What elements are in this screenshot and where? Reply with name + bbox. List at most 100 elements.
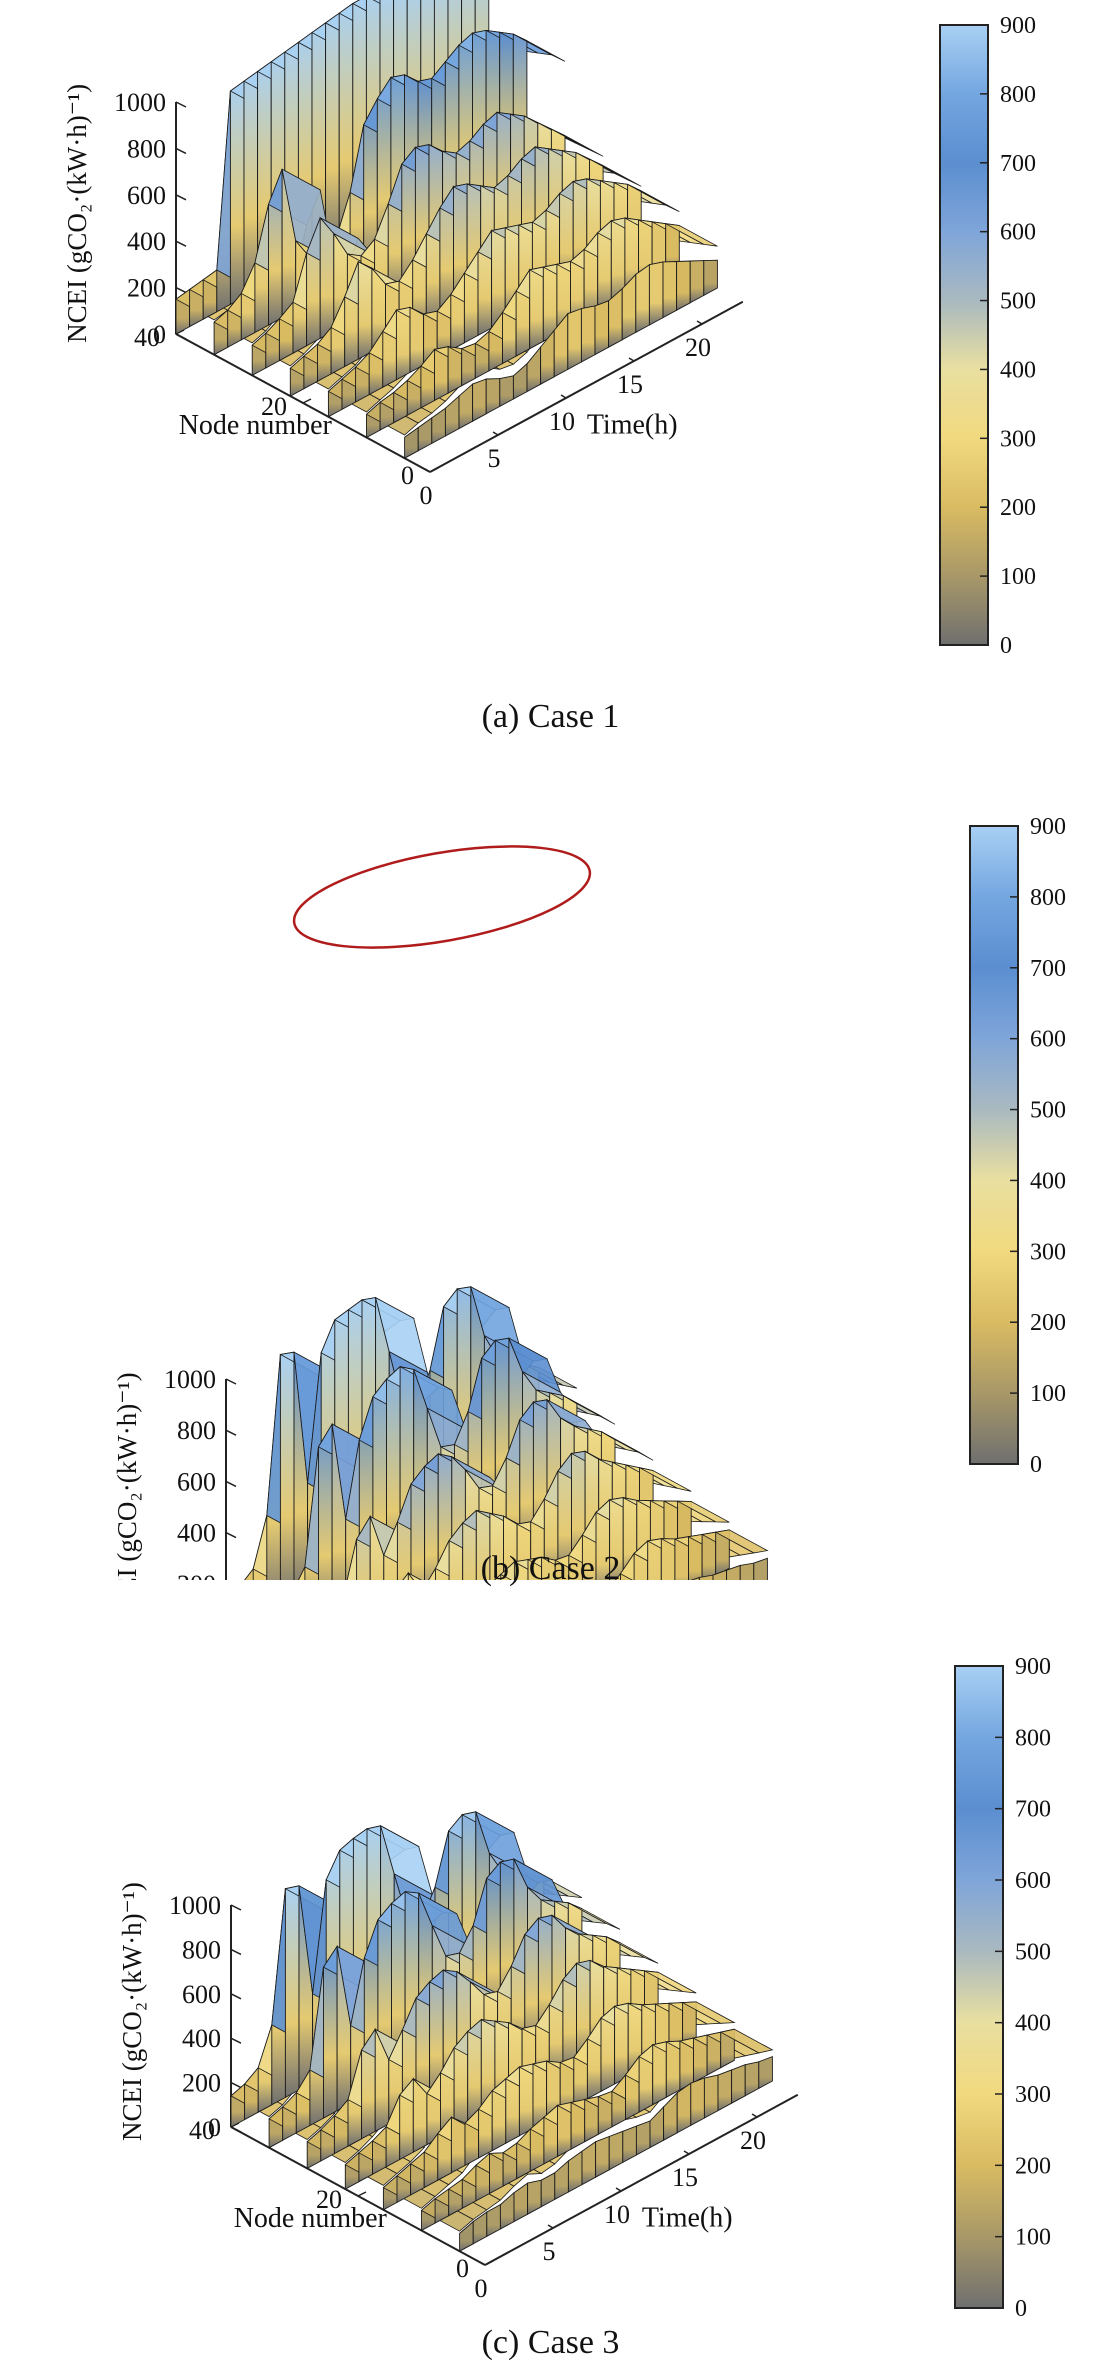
surface-cap xyxy=(551,128,604,157)
caption-a: (a) Case 1 xyxy=(481,698,620,735)
surface-facet xyxy=(608,2130,624,2171)
surface-strip-node-34 xyxy=(268,1858,621,2149)
surface-facet xyxy=(357,260,373,360)
z-tick xyxy=(175,286,187,294)
surface-facet xyxy=(431,407,446,445)
surface-facet xyxy=(540,2172,556,2208)
z-tick-label: 400 xyxy=(177,1519,216,1548)
x-axis-label: Time(h) xyxy=(642,2203,733,2234)
z-tick-label: 400 xyxy=(182,2024,221,2053)
colorbar-bar xyxy=(954,1665,1004,2309)
surface-strip-node-16 xyxy=(494,1497,730,1580)
y-tick-label: 0 xyxy=(401,461,414,490)
surface-facet xyxy=(726,1564,741,1580)
x-tick-label: 15 xyxy=(617,370,643,399)
x-tick xyxy=(560,394,567,399)
surface-facet xyxy=(662,261,678,319)
surface-strip-node-4 xyxy=(690,1557,768,1580)
z-tick-label: 600 xyxy=(127,181,166,210)
x-tick xyxy=(683,2150,690,2155)
surface-facet xyxy=(458,383,474,430)
surface-facet xyxy=(698,1574,714,1580)
y-axis-label: Node number xyxy=(234,2203,388,2234)
surface-facet xyxy=(526,345,542,393)
x-tick-label: 5 xyxy=(543,2237,556,2266)
surface-facet xyxy=(417,417,433,452)
x-axis-line xyxy=(429,300,744,473)
surface-c xyxy=(230,1810,774,2252)
colorbar-tick-label: 400 xyxy=(1030,1168,1066,1194)
z-tick-label: 800 xyxy=(127,134,166,163)
colorbar-tick-label: 300 xyxy=(1000,426,1036,452)
colorbar-tick-label: 0 xyxy=(1030,1452,1042,1478)
surface-cap xyxy=(719,2028,774,2054)
colorbar-tick-label: 900 xyxy=(1030,814,1066,840)
surface-facet xyxy=(409,306,425,374)
surface-facet xyxy=(731,2064,746,2104)
colorbar-tick-label: 200 xyxy=(1015,2153,1051,2179)
x-tick-label: 10 xyxy=(549,407,575,436)
z-tick xyxy=(230,2126,242,2133)
surface-cap xyxy=(714,1529,769,1554)
z-tick xyxy=(230,1948,242,1956)
surface-facet xyxy=(395,306,411,381)
z-tick-label: 800 xyxy=(177,1416,216,1445)
surface-facet xyxy=(580,305,596,363)
surface-facet xyxy=(447,346,463,394)
surface-facet xyxy=(635,263,650,334)
colorbar-tick-label: 800 xyxy=(1000,82,1036,108)
surface-facet xyxy=(485,378,501,415)
surface-facet xyxy=(554,2159,569,2201)
surface-facet xyxy=(703,259,718,297)
surface-cap xyxy=(601,1431,654,1461)
x-tick-label: 15 xyxy=(672,2163,698,2192)
colorbar-tick-label: 500 xyxy=(1000,289,1036,315)
surface-cap xyxy=(589,158,642,187)
colorbar-tick-label: 400 xyxy=(1000,357,1036,383)
z-tick-label: 600 xyxy=(182,1980,221,2009)
surface-strip-node-16 xyxy=(382,2001,736,2211)
surface-facet xyxy=(739,1562,755,1580)
colorbar-tick-label: 700 xyxy=(1015,1797,1051,1823)
surface-cap xyxy=(568,1902,621,1930)
colorbar-tick-label: 500 xyxy=(1030,1098,1066,1124)
z-tick xyxy=(175,147,187,155)
colorbar-tick-label: 0 xyxy=(1015,2296,1027,2322)
chart-panel-b: 020040060080010000510152002040Time(h)Nod… xyxy=(0,780,1101,1620)
surface-facet xyxy=(499,375,514,408)
colorbar-tick-label: 100 xyxy=(1030,1381,1066,1407)
z-tick-label: 0 xyxy=(208,2113,221,2142)
y-tick xyxy=(357,2191,367,2197)
colorbar-tick-label: 900 xyxy=(1000,13,1036,39)
chart-b: 020040060080010000510152002040Time(h)Nod… xyxy=(112,814,1066,1580)
z-tick-label: 200 xyxy=(182,2069,221,2098)
surface-facet xyxy=(622,2125,637,2164)
x-tick xyxy=(424,468,431,473)
surface-strip-node-10 xyxy=(420,2028,774,2232)
surface-facet xyxy=(665,2040,681,2099)
surface-facet xyxy=(284,1885,300,2099)
surface-facet xyxy=(567,2150,583,2193)
z-axis-label: NCEI (gCO₂·(kW·h)⁻¹) xyxy=(117,1882,147,2141)
x-tick xyxy=(751,2113,758,2118)
z-tick-label: 600 xyxy=(177,1467,216,1496)
y-tick-label: 0 xyxy=(456,2254,469,2283)
z-tick xyxy=(230,2037,242,2044)
surface-facet xyxy=(689,260,705,304)
surface-facet xyxy=(529,266,544,350)
surface-facet xyxy=(513,2182,529,2223)
colorbar-tick-label: 700 xyxy=(1000,151,1036,177)
colorbar-bar xyxy=(969,825,1019,1465)
z-tick xyxy=(230,1993,242,2000)
x-tick-label: 20 xyxy=(740,2126,766,2155)
surface-facet xyxy=(753,1557,768,1580)
surface-facet xyxy=(649,2105,665,2149)
x-axis-line xyxy=(484,2093,799,2266)
surface-cap xyxy=(407,1572,422,1580)
z-tick xyxy=(225,1480,237,1488)
z-tick xyxy=(175,333,187,340)
colorbar-bar xyxy=(939,24,989,646)
surface-strip-node-4 xyxy=(459,2055,773,2252)
surface-facet xyxy=(512,362,528,400)
chart-a: 020040060080010000510152002040Time(h)Nod… xyxy=(62,0,1036,659)
